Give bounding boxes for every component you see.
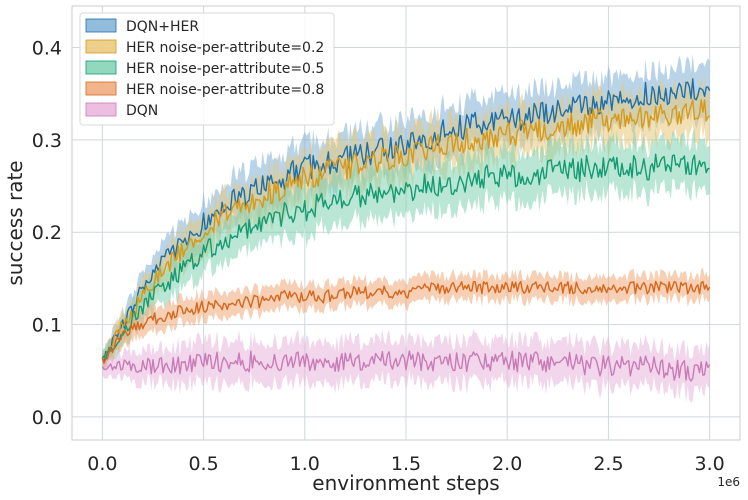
- y-tick-label: 0.0: [32, 407, 62, 429]
- y-tick-labels: 0.0 0.1 0.2 0.3 0.4: [32, 38, 62, 429]
- legend-label: HER noise-per-attribute=0.5: [126, 61, 324, 77]
- x-axis-label: environment steps: [312, 471, 499, 495]
- x-tick-label: 3.0: [695, 453, 725, 475]
- series-line-2: [101, 153, 710, 360]
- x-tick-label: 2.5: [593, 453, 623, 475]
- series-lines: [101, 78, 711, 382]
- legend-box: [79, 12, 335, 126]
- x-tick-label: 0.0: [87, 453, 117, 475]
- x-tick-label: 0.5: [188, 453, 218, 475]
- y-tick-label: 0.4: [32, 38, 62, 60]
- legend-label: DQN+HER: [126, 19, 199, 35]
- legend-swatch: [85, 18, 117, 33]
- legend-swatch: [85, 102, 117, 117]
- series-line-1: [102, 99, 711, 360]
- series-line-3: [101, 280, 711, 364]
- y-axis-label: success rate: [3, 160, 27, 285]
- x-tick-label: 1.0: [290, 453, 320, 475]
- x-tick-labels: 0.0 0.5 1.0 1.5 2.0 2.5 3.0: [87, 453, 724, 475]
- legend-items: DQN+HER HER noise-per-attribute=0.2 HER no…: [85, 18, 324, 119]
- legend-label: HER noise-per-attribute=0.8: [126, 82, 324, 98]
- legend-label: HER noise-per-attribute=0.2: [126, 40, 324, 56]
- legend-swatch: [85, 81, 117, 96]
- x-tick-label: 2.0: [492, 453, 522, 475]
- legend-swatch: [85, 60, 117, 75]
- series-line-4: [101, 350, 711, 382]
- y-tick-label: 0.3: [32, 130, 62, 152]
- series-line-0: [101, 78, 711, 364]
- series-band-3: [102, 267, 710, 372]
- legend-label: DQN: [126, 103, 158, 119]
- y-tick-label: 0.1: [32, 315, 62, 337]
- legend: DQN+HER HER noise-per-attribute=0.2 HER no…: [79, 12, 335, 126]
- x-offset-label: 1e6: [717, 475, 740, 489]
- legend-swatch: [85, 39, 117, 54]
- series-band-2: [102, 127, 710, 369]
- x-tick-label: 1.5: [391, 453, 421, 475]
- y-tick-label: 0.2: [32, 222, 62, 244]
